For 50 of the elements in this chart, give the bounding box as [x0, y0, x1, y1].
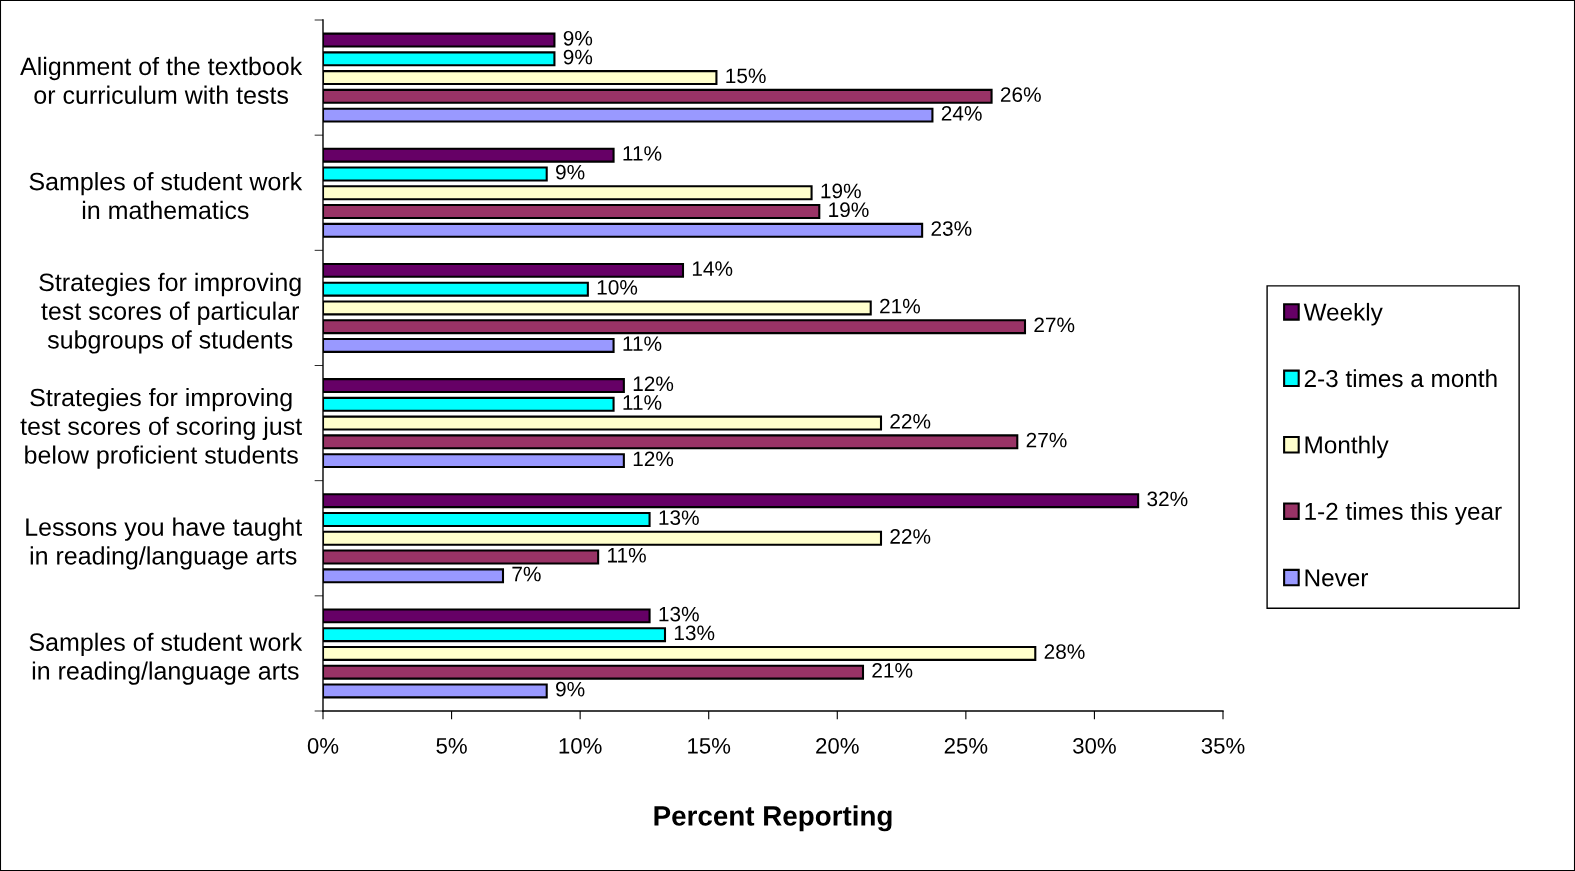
y-tick-label: Lessons you have taught in reading/language arts: [26, 517, 302, 570]
data-label: 9%: [563, 30, 593, 46]
data-label: 7%: [512, 566, 541, 582]
x-tick-label: 30%: [1073, 737, 1116, 754]
data-label: 11%: [623, 146, 662, 161]
data-label: 19%: [821, 183, 861, 199]
data-label: 11%: [608, 547, 646, 563]
x-tick-label: 0%: [307, 737, 339, 754]
legend-label: 1-2 times this year: [1305, 502, 1502, 525]
x-tick-label: 15%: [688, 738, 731, 754]
data-label: 27%: [1026, 432, 1067, 448]
data-label: 10%: [597, 279, 638, 295]
data-label: 21%: [880, 298, 920, 314]
x-tick-label: 20%: [816, 737, 859, 754]
x-tick-label: 5%: [436, 738, 467, 754]
y-tick-label: Alignment of the textbook or curriculum with tests: [20, 56, 303, 104]
data-label: 19%: [829, 202, 869, 218]
data-label: 32%: [1147, 491, 1188, 507]
legend-label: Never: [1305, 569, 1368, 587]
data-label: 14%: [692, 261, 733, 276]
data-label: 11%: [623, 395, 662, 410]
y-tick-label: Samples of student work in reading/language arts: [29, 632, 303, 685]
data-label: 9%: [556, 681, 585, 697]
data-label: 27%: [1034, 317, 1075, 333]
x-tick-label: 10%: [559, 737, 602, 754]
data-label: 28%: [1044, 644, 1085, 660]
data-label: 9%: [556, 164, 585, 180]
y-tick-label: Strategies for improving test scores of particular subgroups of students: [39, 272, 301, 354]
data-label: 24%: [941, 105, 982, 121]
data-label: 11%: [623, 336, 662, 351]
data-label: 12%: [633, 451, 674, 467]
data-label: 12%: [633, 376, 674, 392]
legend-label: Monthly: [1305, 435, 1389, 459]
data-label: 22%: [890, 529, 931, 544]
y-tick-label: Strategies for improving test scores of scoring just below proficient students: [20, 388, 302, 469]
data-label: 13%: [659, 510, 699, 526]
x-tick-label: 25%: [944, 737, 988, 754]
x-tick-label: 35%: [1201, 737, 1245, 754]
data-label: 22%: [890, 413, 931, 429]
data-label: 13%: [674, 625, 715, 641]
data-label: 26%: [1000, 87, 1041, 102]
data-label: 13%: [659, 606, 699, 622]
data-label: 15%: [726, 68, 766, 84]
data-label: 9%: [563, 49, 593, 65]
data-label: 21%: [872, 663, 913, 678]
data-label: 23%: [931, 221, 972, 236]
legend-label: 2-3 times a month: [1304, 369, 1497, 388]
legend-label: Weekly: [1303, 302, 1383, 326]
y-tick-label: Samples of student work in mathematics: [29, 172, 303, 220]
x-axis-title: Percent Reporting: [654, 805, 892, 832]
